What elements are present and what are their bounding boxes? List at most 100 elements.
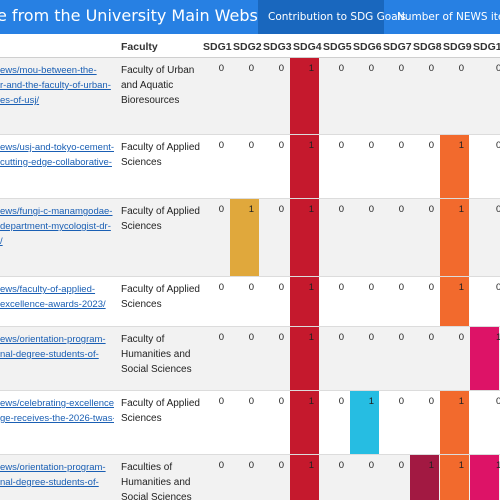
news-link[interactable]: ews/celebrating-excellence-ge-receives-t… (0, 396, 114, 426)
news-link-line[interactable]: nal-degree-students-of- (0, 349, 99, 360)
sdg-bar-sdg4 (290, 135, 319, 198)
sdg-bar-sdg8 (410, 455, 439, 500)
sdg-value-sdg10: 1 (496, 460, 500, 471)
sdg-table: Faculty SDG1 SDG2 SDG3 SDG4 SDG5 SDG6 SD… (0, 34, 500, 500)
sdg-value-sdg8: 0 (428, 204, 434, 215)
column-header-sdg6[interactable]: SDG6 (353, 41, 382, 53)
news-link-line[interactable]: department-mycologist-dr- (0, 221, 111, 232)
sdg-value-sdg5: 0 (338, 460, 344, 471)
sdg-value-sdg3: 0 (278, 204, 284, 215)
column-header-sdg3[interactable]: SDG3 (263, 41, 292, 53)
sdg-value-sdg1: 0 (218, 204, 224, 215)
sdg-value-sdg2: 0 (248, 396, 254, 407)
sdg-value-sdg10: 0 (496, 282, 500, 293)
column-header-sdg7[interactable]: SDG7 (383, 41, 412, 53)
news-link[interactable]: ews/orientation-program-nal-degree-stude… (0, 332, 114, 362)
news-link[interactable]: ews/faculty-of-applied-excellence-awards… (0, 282, 114, 312)
sdg-value-sdg2: 0 (248, 63, 254, 74)
sdg-value-sdg9: 1 (458, 204, 464, 215)
column-header-sdg5[interactable]: SDG5 (323, 41, 352, 53)
news-link-line[interactable]: ews/celebrating-excellence- (0, 398, 114, 409)
news-link[interactable]: ews/fungi-c-manamgodae-department-mycolo… (0, 204, 114, 249)
column-header-sdg2[interactable]: SDG2 (233, 41, 262, 53)
news-link[interactable]: ews/usj-and-tokyo-cement-cutting-edge-co… (0, 140, 114, 170)
news-link-line[interactable]: ews/orientation-program- (0, 334, 106, 345)
news-link-line[interactable]: ews/mou-between-the- (0, 65, 97, 76)
sdg-bar-sdg9 (440, 455, 469, 500)
sdg-bar-sdg4 (290, 277, 319, 326)
table-row: ews/mou-between-the-r-and-the-faculty-of… (0, 58, 500, 135)
sdg-bar-sdg9 (440, 391, 469, 454)
news-link-line[interactable]: nal-degree-students-of- (0, 477, 99, 488)
table-row: ews/orientation-program-nal-degree-stude… (0, 455, 500, 500)
sdg-value-sdg3: 0 (278, 332, 284, 343)
table-row: ews/faculty-of-applied-excellence-awards… (0, 277, 500, 327)
sdg-value-sdg5: 0 (338, 282, 344, 293)
sdg-value-sdg4: 1 (308, 332, 314, 343)
sdg-value-sdg5: 0 (338, 396, 344, 407)
sdg-value-sdg4: 1 (308, 140, 314, 151)
column-header-sdg8[interactable]: SDG8 (413, 41, 442, 53)
sdg-value-sdg5: 0 (338, 140, 344, 151)
news-link-line[interactable]: ews/orientation-program- (0, 462, 106, 473)
news-link[interactable]: ews/orientation-program-nal-degree-stude… (0, 460, 114, 490)
sdg-bar-sdg4 (290, 455, 319, 500)
news-link-line[interactable]: cutting-edge-collaborative- (0, 157, 112, 168)
sdg-value-sdg8: 0 (428, 140, 434, 151)
column-header-sdg1[interactable]: SDG1 (203, 41, 232, 53)
sdg-value-sdg8: 0 (428, 63, 434, 74)
sdg-value-sdg9: 1 (458, 140, 464, 151)
sdg-value-sdg4: 1 (308, 63, 314, 74)
sdg-value-sdg9: 0 (458, 332, 464, 343)
sdg-value-sdg6: 0 (368, 460, 374, 471)
faculty-cell: Faculties of Humanities and Social Scien… (121, 462, 192, 500)
column-header-sdg4[interactable]: SDG4 (293, 41, 322, 53)
sdg-value-sdg7: 0 (398, 396, 404, 407)
tab-contribution-to-sdg-goals[interactable]: Contribution to SDG Goals (258, 0, 406, 34)
sdg-value-sdg7: 0 (398, 140, 404, 151)
faculty-cell: Faculty of Applied Sciences (121, 398, 200, 424)
sdg-bar-sdg4 (290, 199, 319, 276)
table-row: ews/celebrating-excellence-ge-receives-t… (0, 391, 500, 455)
news-link-line[interactable]: / (0, 236, 3, 247)
sdg-value-sdg4: 1 (308, 282, 314, 293)
news-link-line[interactable]: es-of-usj/ (0, 95, 40, 106)
sdg-value-sdg2: 0 (248, 332, 254, 343)
sdg-value-sdg5: 0 (338, 204, 344, 215)
sdg-value-sdg8: 0 (428, 396, 434, 407)
news-link-line[interactable]: ews/usj-and-tokyo-cement- (0, 142, 114, 153)
table-row: ews/usj-and-tokyo-cement-cutting-edge-co… (0, 135, 500, 199)
table-header: Faculty SDG1 SDG2 SDG3 SDG4 SDG5 SDG6 SD… (0, 34, 500, 58)
sdg-value-sdg4: 1 (308, 204, 314, 215)
sdg-value-sdg9: 0 (458, 63, 464, 74)
sdg-value-sdg1: 0 (218, 282, 224, 293)
news-link-line[interactable]: ews/fungi-c-manamgodae- (0, 206, 113, 217)
sdg-value-sdg2: 0 (248, 460, 254, 471)
sdg-value-sdg3: 0 (278, 282, 284, 293)
sdg-value-sdg7: 0 (398, 332, 404, 343)
sdg-bar-sdg10 (470, 455, 499, 500)
column-header-sdg9[interactable]: SDG9 (443, 41, 472, 53)
tab-number-of-news-items[interactable]: Number of NEWS items c (397, 11, 500, 23)
faculty-cell: Faculty of Applied Sciences (121, 284, 200, 310)
table-row: ews/orientation-program-nal-degree-stude… (0, 327, 500, 391)
sdg-value-sdg1: 0 (218, 63, 224, 74)
sdg-value-sdg1: 0 (218, 460, 224, 471)
sdg-value-sdg1: 0 (218, 396, 224, 407)
column-header-faculty[interactable]: Faculty (121, 41, 158, 53)
news-link-line[interactable]: ews/faculty-of-applied- (0, 284, 96, 295)
sdg-bar-sdg4 (290, 58, 319, 134)
sdg-value-sdg4: 1 (308, 460, 314, 471)
news-link-line[interactable]: excellence-awards-2023/ (0, 299, 106, 310)
sdg-value-sdg6: 0 (368, 204, 374, 215)
sdg-value-sdg9: 1 (458, 460, 464, 471)
sdg-value-sdg10: 0 (496, 63, 500, 74)
sdg-value-sdg2: 1 (248, 204, 254, 215)
sdg-bar-sdg10 (470, 327, 499, 390)
news-link-line[interactable]: ge-receives-the-2026-twas- (0, 413, 114, 424)
column-header-sdg10[interactable]: SDG10 (473, 41, 500, 53)
news-link-line[interactable]: r-and-the-faculty-of-urban- (0, 80, 111, 91)
table-row: ews/fungi-c-manamgodae-department-mycolo… (0, 199, 500, 277)
sdg-value-sdg7: 0 (398, 460, 404, 471)
news-link[interactable]: ews/mou-between-the-r-and-the-faculty-of… (0, 63, 114, 108)
